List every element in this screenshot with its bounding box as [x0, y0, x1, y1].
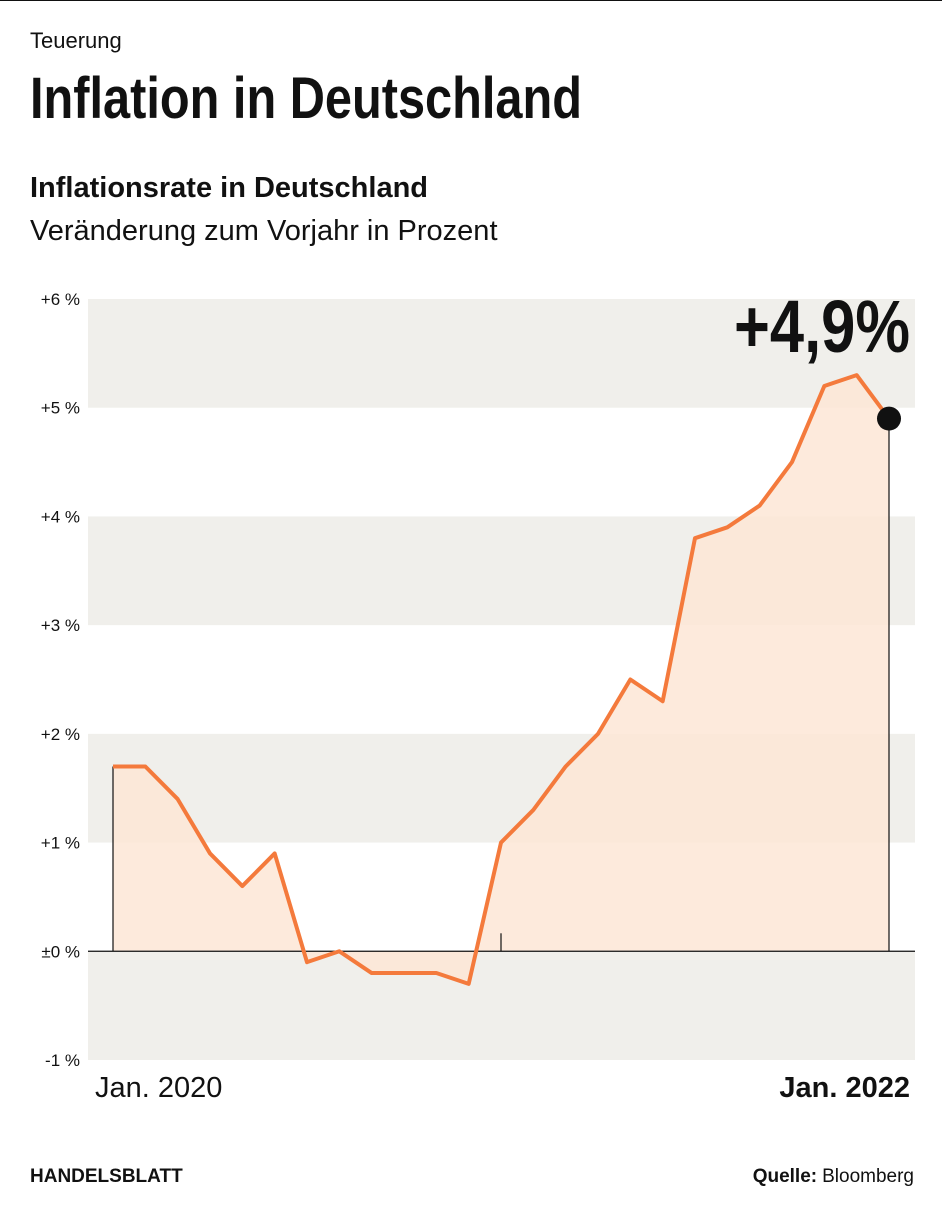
x-tick-label: Jan. 2020	[95, 1072, 222, 1104]
y-tick-label: +5 %	[41, 399, 80, 418]
brand: HANDELSBLATT	[30, 1166, 183, 1187]
y-tick-label: +4 %	[41, 507, 80, 526]
grid-band	[88, 299, 915, 408]
grid-band	[88, 951, 915, 1060]
y-tick-label: +2 %	[41, 725, 80, 744]
y-tick-label: ±0 %	[41, 942, 80, 961]
source-line: Quelle: Bloomberg	[753, 1166, 914, 1187]
top-rule	[0, 0, 942, 1]
y-tick-label: -1 %	[45, 1051, 80, 1070]
value-label: +4,9%	[734, 285, 910, 368]
y-tick-label: +6 %	[41, 290, 80, 309]
area	[113, 375, 889, 984]
y-tick-label: +1 %	[41, 834, 80, 853]
line	[113, 373, 891, 986]
headline: Inflation in Deutschland	[30, 66, 582, 131]
chart-subtitle: Veränderung zum Vorjahr in Prozent	[30, 215, 498, 247]
y-tick-label: +3 %	[41, 616, 80, 635]
kicker: Teuerung	[30, 28, 122, 53]
source-label: Quelle:	[753, 1166, 817, 1187]
chart-title: Inflationsrate in Deutschland	[30, 172, 428, 204]
plot: -1 % ±0 % +1 % +2 % +3 % +4 % +5 % +6 % +4,9% Jan…	[41, 285, 915, 1104]
x-tick-label: Jan. 2022	[779, 1072, 910, 1104]
source: Bloomberg	[822, 1166, 914, 1187]
end-dot	[877, 406, 901, 431]
